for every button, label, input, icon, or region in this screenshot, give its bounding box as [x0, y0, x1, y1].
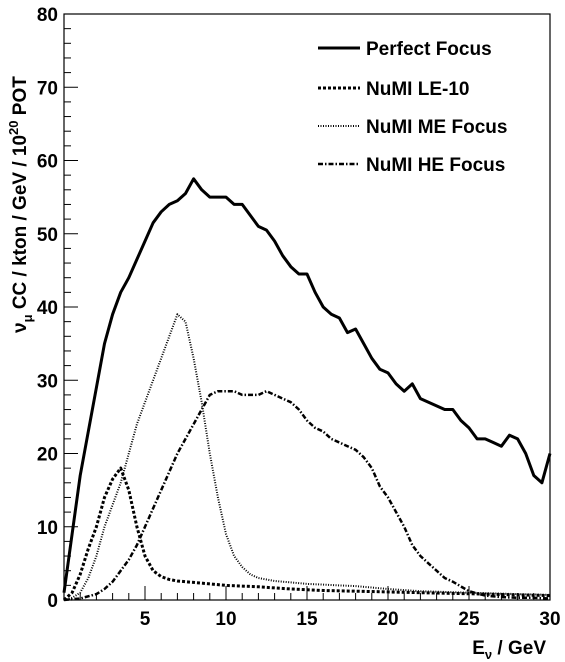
legend-entry-numi-he-focus: NuMI HE Focus: [318, 155, 505, 176]
plot-frame: [63, 13, 551, 601]
x-axis-title-sub: ν: [485, 647, 492, 662]
y-axis-title-nu: ν: [10, 322, 31, 333]
series-line-perfect-focus: [62, 177, 552, 593]
x-tick-label: 30: [539, 609, 560, 630]
x-tick-label: 20: [377, 609, 398, 630]
x-axis-title: Eν / GeV: [472, 638, 546, 662]
legend-entry-numi-me-focus: NuMI ME Focus: [318, 117, 507, 138]
legend-label-perfect-focus: Perfect Focus: [366, 39, 492, 60]
legend: Perfect Focus NuMI LE-10 NuMI ME Focus N…: [318, 39, 507, 176]
y-tick-label: 70: [37, 78, 58, 99]
legend-label-numi-le-10: NuMI LE-10: [366, 79, 469, 100]
y-axis-title-end: POT: [10, 76, 31, 121]
y-tick-label: 80: [37, 5, 58, 26]
legend-label-numi-he-focus: NuMI HE Focus: [366, 155, 505, 176]
x-tick-label: 25: [458, 609, 480, 630]
legend-label-numi-me-focus: NuMI ME Focus: [366, 117, 507, 138]
x-tick-label: 10: [215, 609, 236, 630]
legend-entry-numi-le-10: NuMI LE-10: [318, 79, 469, 100]
y-tick-label: 20: [37, 445, 58, 466]
x-axis-ticks: 5 10 15 20 25 30: [63, 586, 561, 630]
y-axis-title-mid: CC / kton / GeV / 10: [10, 135, 31, 315]
series-layer: [62, 177, 552, 602]
y-tick-label: 30: [37, 371, 58, 392]
y-axis-ticks: 0 10 20 30 40 50 60 70 80: [37, 5, 78, 612]
y-axis-title-mu: μ: [20, 314, 35, 322]
x-axis-title-main: E: [472, 638, 485, 659]
legend-entry-perfect-focus: Perfect Focus: [318, 39, 492, 60]
x-axis-title-rest: / GeV: [492, 638, 546, 659]
series-line-numi-me-focus: [63, 313, 551, 601]
y-axis-title: νμ CC / kton / GeV / 1020 POT: [6, 76, 35, 333]
y-tick-label: 50: [37, 225, 58, 246]
series-line-numi-he-focus: [63, 389, 551, 602]
y-axis-title-sup: 20: [6, 120, 21, 134]
y-tick-label: 10: [37, 518, 58, 539]
y-tick-label: 40: [37, 298, 58, 319]
x-tick-label: 15: [296, 609, 318, 630]
x-tick-label: 5: [140, 609, 151, 630]
y-tick-label: 60: [37, 152, 58, 173]
series-line-numi-le-10: [62, 466, 551, 602]
y-tick-label: 0: [47, 591, 58, 612]
